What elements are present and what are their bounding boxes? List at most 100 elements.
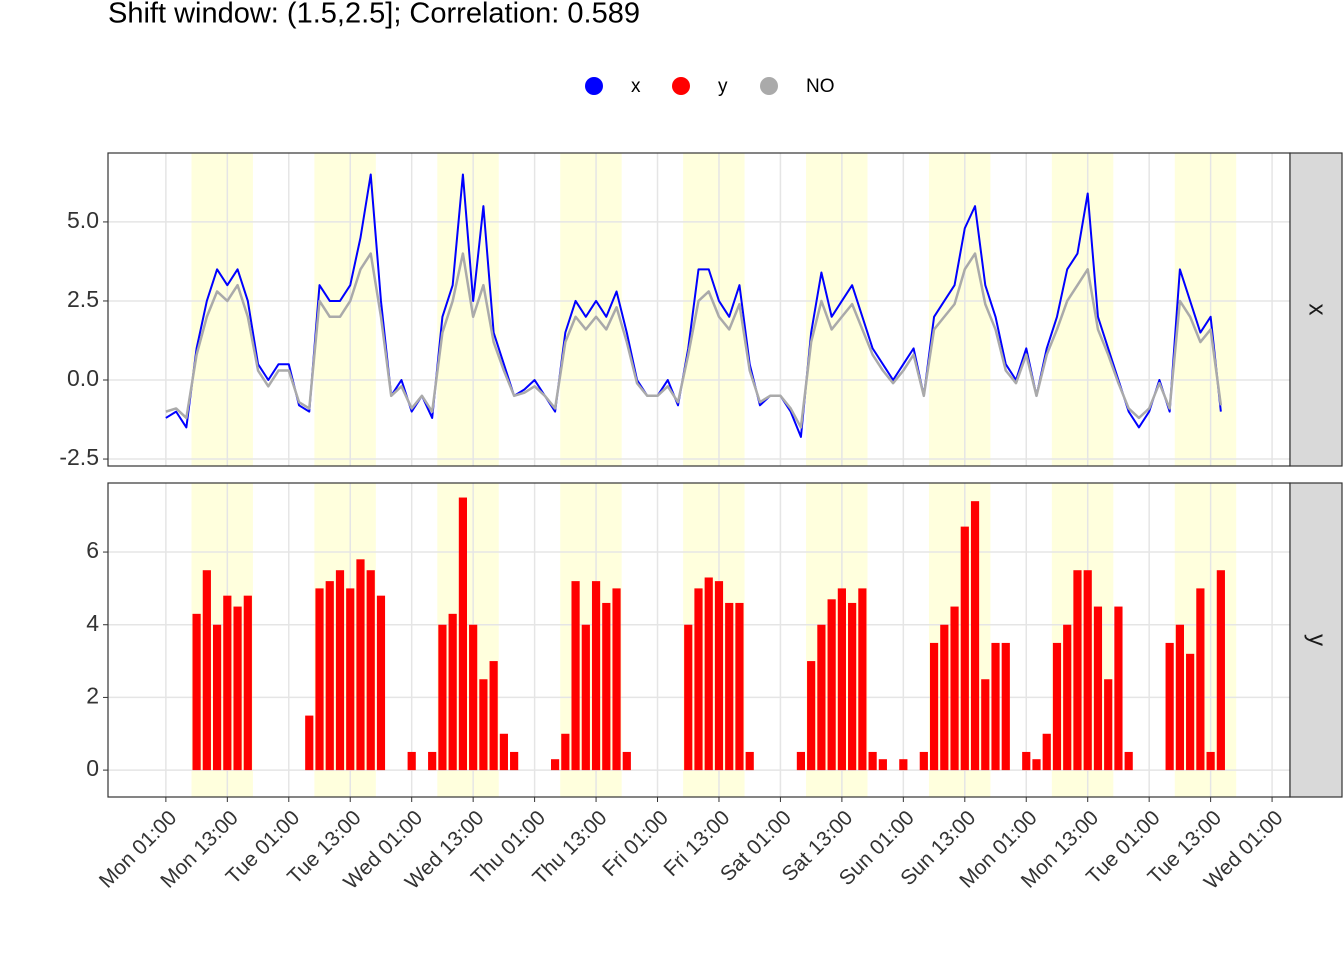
bar: [981, 679, 990, 771]
bar: [428, 751, 437, 771]
strip: [1289, 482, 1343, 798]
shade-band: [314, 483, 376, 797]
bar: [335, 570, 345, 771]
bar: [960, 526, 969, 771]
bar: [1124, 751, 1133, 771]
shade-band: [683, 483, 745, 797]
bar: [1083, 570, 1092, 771]
panel: [108, 483, 1290, 797]
bar: [192, 613, 201, 771]
bar: [704, 577, 713, 771]
bar: [243, 595, 252, 771]
bar: [684, 624, 693, 771]
bar: [591, 581, 601, 771]
bar: [499, 733, 508, 771]
bar: [1175, 624, 1184, 771]
bar: [991, 642, 1000, 771]
bar: [366, 570, 375, 771]
bar: [1063, 624, 1072, 771]
shade-band: [191, 483, 253, 797]
bar: [817, 624, 826, 771]
bar: [212, 624, 222, 771]
bar: [1186, 653, 1195, 771]
bar: [919, 751, 928, 771]
shade-band: [1174, 483, 1237, 797]
chart-title: Shift window: (1.5,2.5]; Correlation: 0.…: [108, 0, 640, 30]
bar: [807, 661, 816, 771]
series-line: [165, 252, 1223, 429]
bar: [561, 733, 570, 771]
shade-band: [560, 483, 622, 797]
bar: [1022, 751, 1031, 771]
series-line: [165, 173, 1222, 438]
bar: [223, 595, 232, 771]
legend-marker: [585, 77, 603, 95]
shade-band: [437, 483, 499, 797]
bar: [305, 715, 314, 771]
bar: [878, 759, 887, 771]
y-tick-label: 0: [86, 755, 99, 781]
strip-label: x: [1304, 304, 1331, 316]
y-tick-label: -2.5: [59, 444, 99, 470]
bar: [940, 624, 949, 771]
y-tick-label: 4: [86, 610, 99, 636]
bar: [1165, 642, 1174, 771]
bar: [1001, 642, 1010, 771]
bar: [1093, 606, 1103, 771]
bar: [202, 570, 211, 771]
bar: [315, 588, 324, 771]
y-tick-label: 2.5: [67, 286, 99, 312]
shade-band: [806, 483, 868, 797]
shade-band: [928, 483, 991, 797]
bar: [1032, 759, 1041, 771]
legend-label: NO: [806, 76, 835, 97]
bar: [602, 602, 611, 771]
bar: [848, 602, 857, 771]
shade-band: [191, 153, 253, 466]
bar: [407, 751, 416, 771]
bar: [325, 581, 334, 771]
shade-band: [437, 153, 499, 466]
shade-band: [1051, 153, 1114, 466]
bar: [622, 751, 631, 771]
bar: [868, 751, 877, 771]
bar: [735, 602, 744, 771]
bar: [725, 602, 734, 771]
bar: [745, 751, 754, 771]
bar: [356, 559, 365, 771]
bar: [837, 588, 846, 771]
bar: [510, 751, 519, 771]
bar: [714, 581, 724, 771]
bar: [899, 759, 908, 771]
bar: [376, 595, 386, 771]
legend-label: x: [631, 76, 641, 97]
bar: [1042, 733, 1051, 771]
bar: [489, 661, 498, 771]
bar: [479, 679, 488, 771]
x-tick-label: Fri 01:00: [598, 806, 673, 881]
y-tick-label: 5.0: [67, 207, 99, 233]
bar: [458, 497, 468, 771]
shade-band: [1051, 483, 1114, 797]
bar: [448, 613, 457, 771]
panel: [108, 153, 1290, 466]
bar: [438, 624, 447, 771]
bar: [694, 588, 703, 771]
bar: [469, 624, 478, 771]
strip: [1289, 152, 1343, 467]
y-tick-label: 6: [86, 537, 99, 563]
bar: [796, 751, 806, 771]
legend-marker: [672, 77, 690, 95]
legend-label: y: [718, 76, 728, 97]
bar: [970, 501, 980, 771]
bar: [612, 588, 621, 771]
bar: [1104, 679, 1113, 771]
legend-marker: [760, 77, 778, 95]
bar: [950, 606, 959, 771]
bar: [581, 624, 590, 771]
bar: [1052, 642, 1062, 771]
y-tick-label: 0.0: [67, 365, 99, 391]
bar: [1114, 606, 1123, 771]
bar: [827, 599, 836, 771]
